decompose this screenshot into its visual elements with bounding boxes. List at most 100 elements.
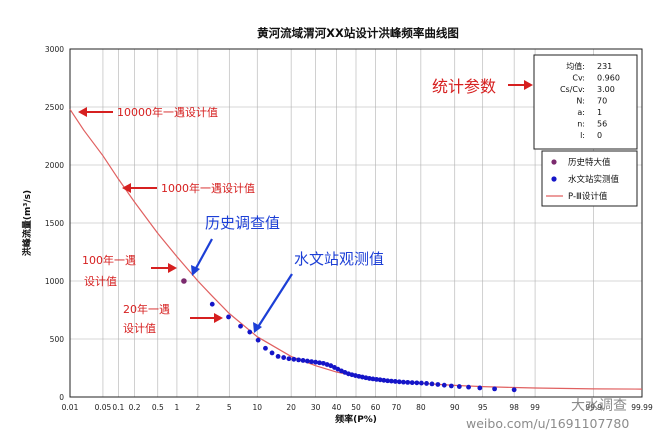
x-tick-label: 40: [332, 403, 342, 412]
observed-point: [366, 376, 372, 381]
annotation-10000yr: 10000年一遇设计值: [117, 105, 218, 119]
x-tick-label: 30: [311, 403, 321, 412]
observed-point: [281, 355, 287, 360]
observed-point: [424, 381, 429, 386]
watermark-brand: 大水调查: [571, 398, 627, 414]
legend: 历史特大值 水文站实测值 P-Ⅲ设计值: [541, 150, 638, 207]
arrow-20: [190, 313, 223, 323]
stat-value: 70: [597, 97, 607, 106]
stat-key: Cs/Cv:: [560, 85, 585, 94]
historic-point: [181, 278, 187, 284]
plot-frame: [69, 48, 643, 398]
legend-label-observed: 水文站实测值: [568, 174, 620, 185]
observed-point: [300, 358, 306, 363]
stat-value: 3.00: [597, 85, 615, 94]
x-tick-label: 99.9: [585, 403, 602, 412]
observed-point: [335, 366, 341, 372]
observed-point: [511, 387, 517, 393]
series-layer: [69, 108, 643, 393]
observed-point: [466, 384, 471, 390]
observed-point: [226, 314, 231, 320]
observed-point: [255, 337, 261, 343]
observed-point: [377, 377, 383, 383]
x-tick-label: 98: [509, 403, 519, 412]
observed-point: [435, 382, 441, 387]
observed-point: [396, 379, 402, 385]
annotation-20yr-2: 设计值: [123, 322, 156, 335]
x-tick-label: 80: [416, 403, 426, 412]
observed-point: [492, 386, 497, 392]
observed-point: [291, 356, 297, 362]
statistics-box: 均值: 231 Cv: 0.960 Cs/Cv: 3.00 N: 70 a: 1 n: 56 l: 0: [533, 54, 638, 150]
annotation-100yr-2: 设计值: [84, 275, 117, 288]
x-tick-label: 10: [252, 403, 262, 412]
arrow-10000: [78, 107, 113, 117]
arrow-observed: [253, 273, 293, 333]
observed-point: [263, 345, 268, 351]
observed-point: [419, 380, 424, 386]
stat-value: 1: [597, 108, 602, 117]
observed-point: [317, 360, 322, 366]
x-tick-label: 0.05: [95, 403, 112, 412]
x-tick-label: 5: [227, 403, 232, 412]
stat-key: 均值:: [566, 61, 585, 71]
x-tick-label: 20: [286, 403, 296, 412]
observed-point: [388, 378, 394, 384]
y-tick-label: 1500: [45, 219, 64, 228]
observed-point: [448, 383, 454, 389]
observed-point: [456, 384, 462, 389]
x-tick-label: 50: [351, 403, 361, 412]
x-tick-label: 0.5: [152, 403, 164, 412]
y-tick-label: 3000: [45, 45, 64, 54]
y-tick-label: 0: [59, 393, 64, 402]
annotation-observed: 水文站观测值: [294, 250, 384, 268]
stat-value: 0.960: [597, 74, 620, 83]
x-tick-label: 0.1: [112, 403, 124, 412]
annotations: 10000年一遇设计值 1000年一遇设计值 100年一遇 设计值 20年一遇 …: [78, 105, 384, 335]
statistics-arrow: [508, 80, 533, 90]
observed-point: [320, 360, 326, 366]
observed-point: [275, 354, 281, 359]
annotation-100yr-1: 100年一遇: [82, 253, 136, 267]
observed-point: [313, 359, 318, 365]
observed-point: [238, 323, 243, 329]
observed-point: [385, 378, 390, 384]
statistics-frame: [533, 54, 638, 150]
stat-key: n:: [577, 120, 585, 129]
observed-point: [477, 385, 483, 391]
legend-label-historic: 历史特大值: [568, 157, 611, 168]
observed-point: [296, 357, 301, 363]
observed-point: [370, 376, 376, 382]
legend-label-p3: P-Ⅲ设计值: [568, 191, 608, 202]
stat-value: 0: [597, 131, 602, 140]
x-tick-label: 95: [478, 403, 488, 412]
statistics-rows: 均值: 231 Cv: 0.960 Cs/Cv: 3.00 N: 70 a: 1 n: 56 l: 0: [560, 61, 620, 140]
observed-point: [381, 377, 387, 383]
stat-value: 56: [597, 120, 607, 129]
arrow-1000: [122, 183, 157, 193]
observed-point: [405, 379, 411, 385]
y-tick-label: 2000: [45, 161, 64, 170]
y-axis-label: 洪峰流量(m³/s): [21, 190, 33, 256]
x-tick-label: 99: [530, 403, 540, 412]
y-tick-label: 2500: [45, 103, 64, 112]
observed-point: [309, 359, 314, 365]
x-tick-label: 70: [392, 403, 402, 412]
watermark-url: weibo.com/u/1691107780: [466, 416, 629, 431]
x-tick-label: 0.01: [62, 403, 79, 412]
observed-point: [414, 380, 420, 386]
axis-ticks: 0.01 0.05 0.1 0.2 0.5 1 2 5 10 20 30 40 50 60 70 80 90 95…: [45, 45, 653, 412]
x-tick-label: 2: [195, 403, 200, 412]
x-tick-label: 0.2: [129, 403, 141, 412]
stat-value: 231: [597, 62, 612, 71]
observed-point: [304, 358, 310, 364]
stat-key: N:: [576, 97, 585, 106]
watermark: 大水调查 weibo.com/u/1691107780: [466, 398, 629, 431]
arrow-historic: [191, 238, 213, 276]
observed-point: [209, 301, 215, 307]
stat-key: Cv:: [572, 74, 585, 83]
y-tick-label: 500: [50, 335, 65, 344]
y-tick-label: 1000: [45, 277, 64, 286]
x-tick-label: 99.99: [631, 403, 653, 412]
